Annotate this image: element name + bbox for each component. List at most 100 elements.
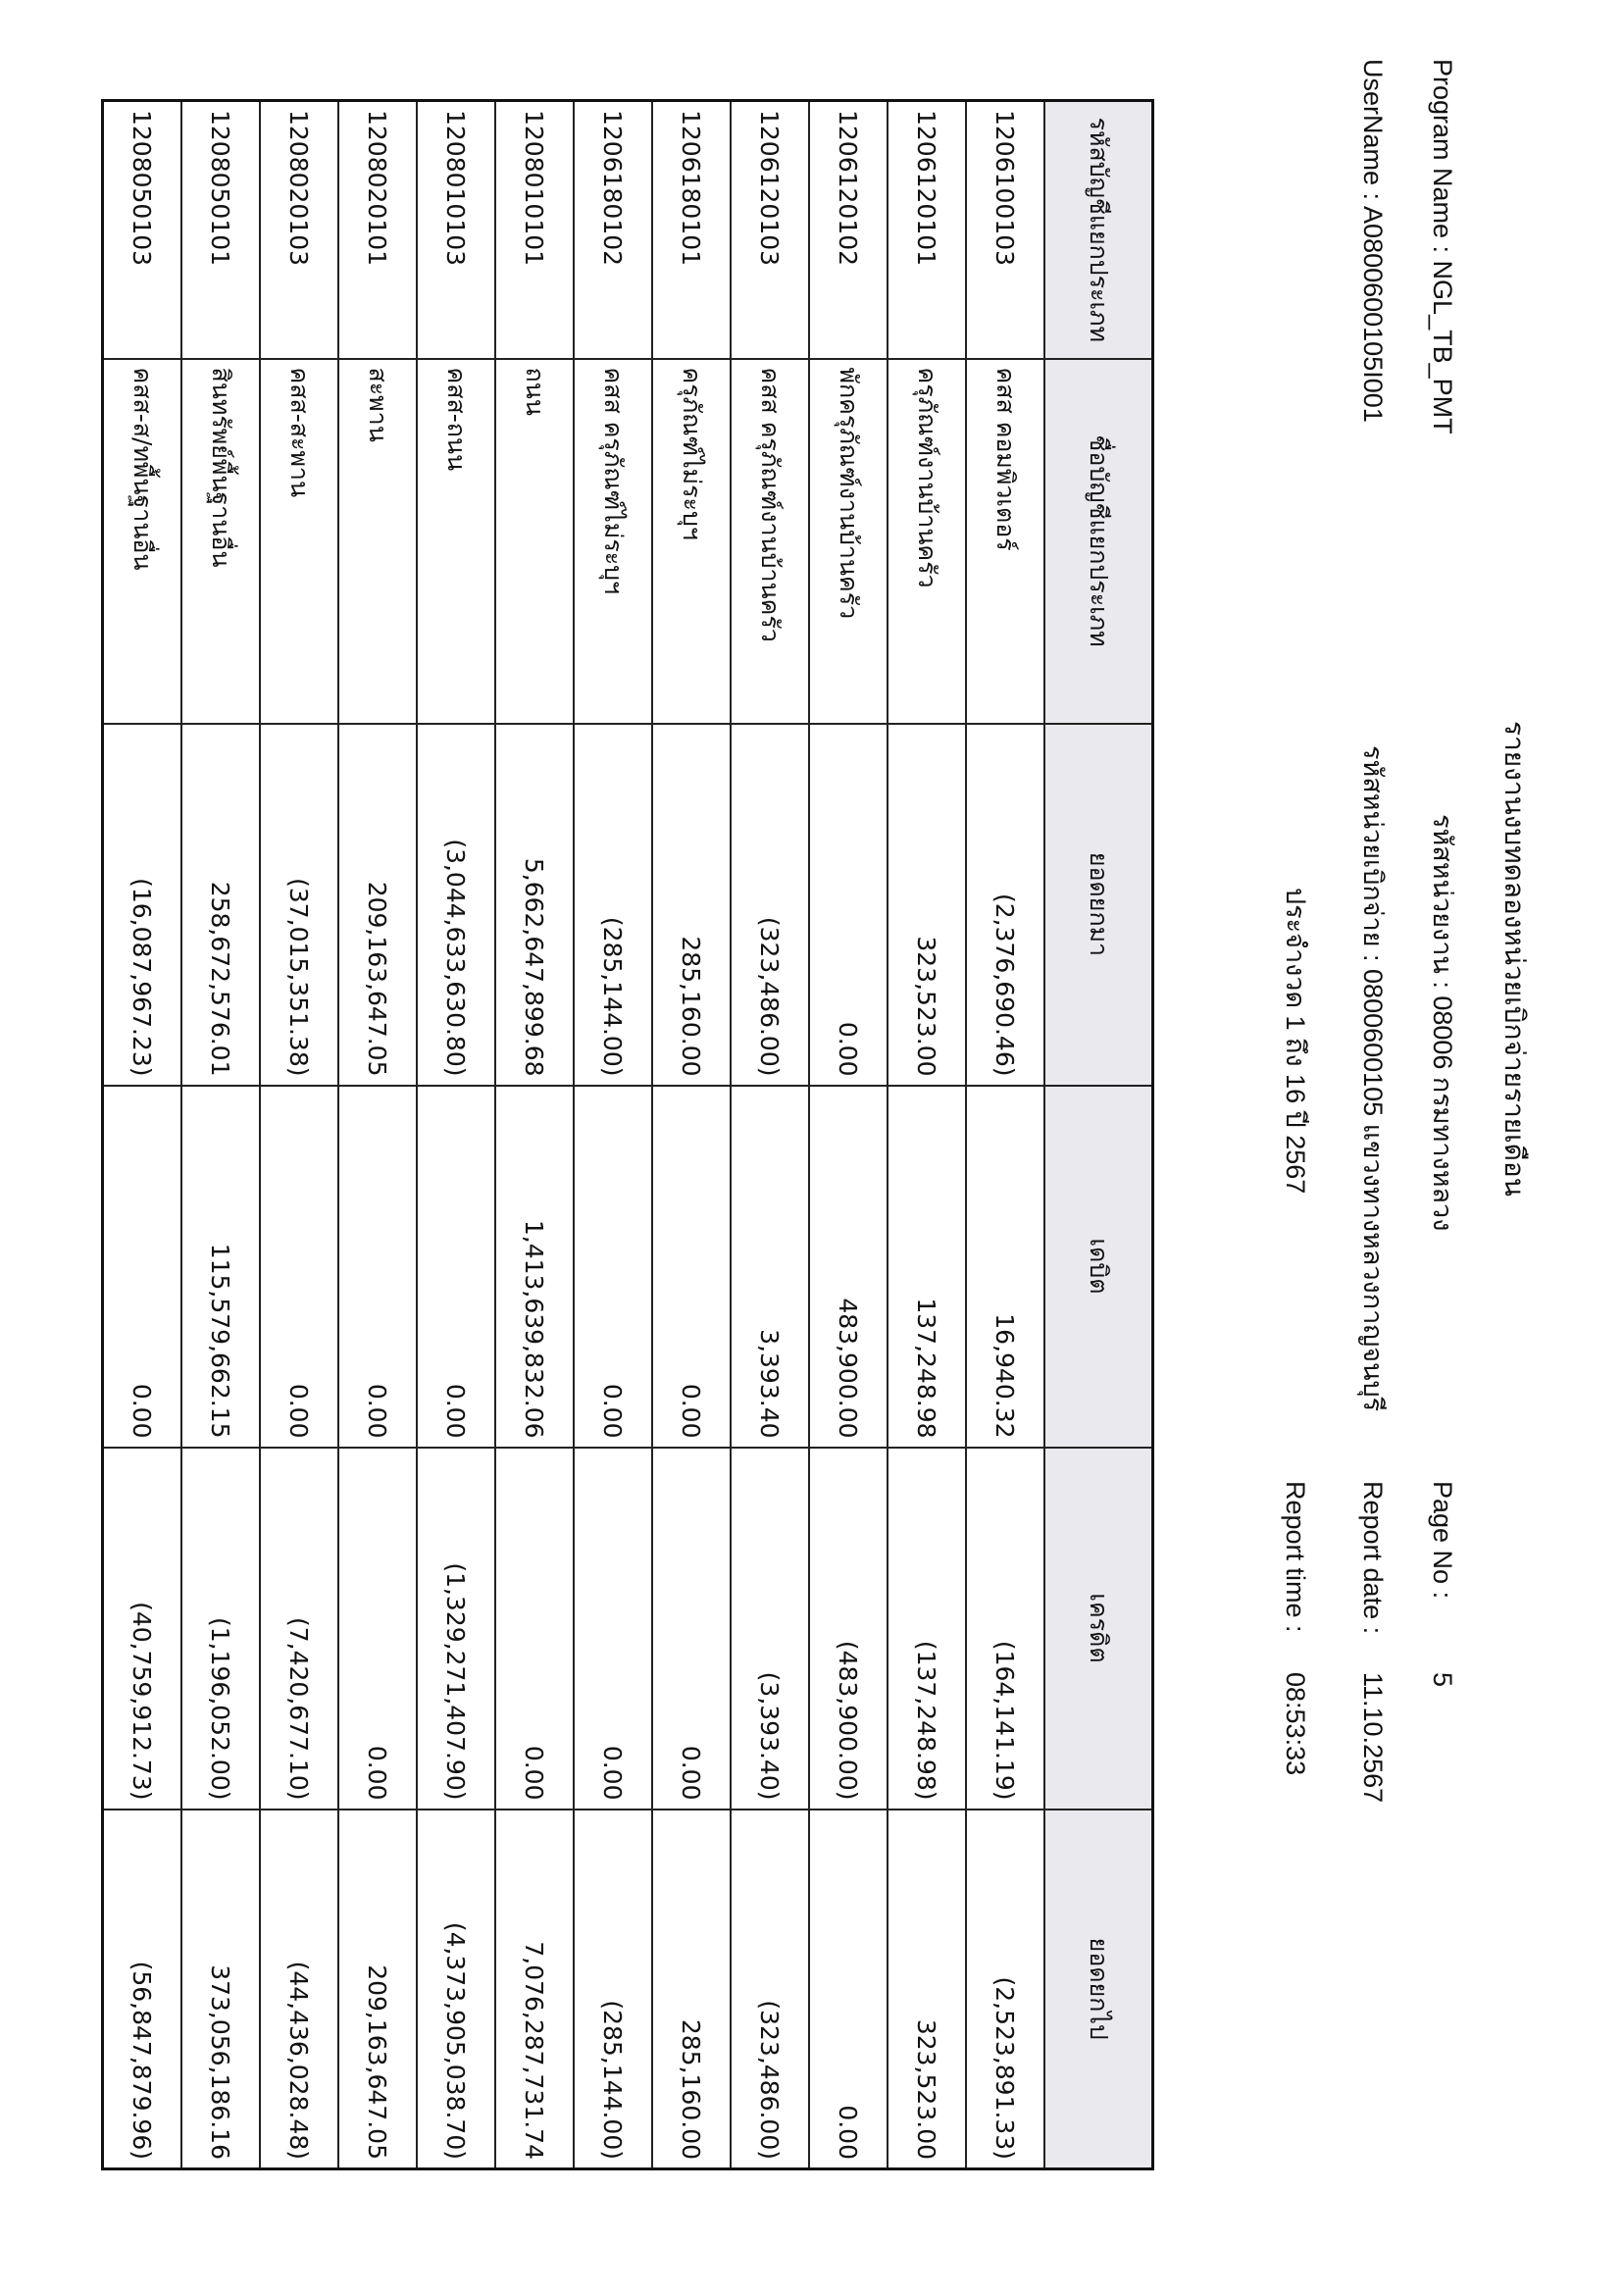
credit-cell: (164,141.19): [966, 1447, 1044, 1810]
credit-cell: 0.00: [652, 1447, 731, 1810]
credit-cell: (3,393.40): [731, 1447, 809, 1810]
account-code-cell: 1206180102: [574, 100, 652, 359]
credit-cell: (1,329,271,407.90): [417, 1447, 495, 1810]
closing-balance-cell: (285,144.00): [574, 1809, 652, 2169]
account-name-cell: สินทรัพย์พื้นฐานอื่น: [181, 358, 260, 724]
account-code-cell: 1208020101: [338, 100, 417, 359]
debit-cell: 0.00: [417, 1085, 495, 1448]
opening-balance-cell: (37,015,351.38): [260, 723, 338, 1086]
agency-code: รหัสหน่วยงาน : 08006 กรมทางหลวง: [1428, 814, 1457, 1232]
debit-cell: 0.00: [574, 1085, 652, 1448]
account-name-cell: คสส คอมพิวเตอร์: [966, 358, 1044, 724]
debit-cell: 0.00: [102, 1085, 181, 1448]
report-date: 11.10.2567: [1358, 1672, 1388, 1804]
debit-cell: 1,413,639,832.06: [495, 1085, 574, 1448]
opening-balance-cell: 209,163,647.05: [338, 723, 417, 1086]
closing-balance-cell: 0.00: [809, 1809, 888, 2169]
debit-cell: 0.00: [652, 1085, 731, 1448]
account-name-cell: ครุภัณฑ์งานบ้านครัว: [888, 358, 966, 724]
report-date-label: Report date :: [1358, 1481, 1388, 1635]
debit-cell: 0.00: [260, 1085, 338, 1448]
table-row: 1208010101 ถนน 5,662,647,899.68 1,413,639,8…: [495, 100, 574, 2169]
account-name-cell: คสส ครุภัณฑ์ไม่ระบุฯ: [574, 358, 652, 724]
opening-balance-cell: 323,523.00: [888, 723, 966, 1086]
account-code-cell: 1208010103: [417, 100, 495, 359]
table-row: 1208050101 สินทรัพย์พื้นฐานอื่น 258,672,57…: [181, 100, 260, 2169]
opening-balance-cell: 258,672,576.01: [181, 723, 260, 1086]
debit-cell: 137,248.98: [888, 1085, 966, 1448]
report-title: รายงานงบทดลองหน่วยเบิกจ่ายรายเดือน: [1499, 721, 1530, 1197]
credit-cell: (1,196,052.00): [181, 1447, 260, 1810]
credit-cell: (7,420,677.10): [260, 1447, 338, 1810]
table-row: 1206120102 พักครุภัณฑ์งานบ้านครัว 0.00 483,…: [809, 100, 888, 2169]
debit-cell: 115,579,662.15: [181, 1085, 260, 1448]
account-name-cell: คสส ครุภัณฑ์งานบ้านครัว: [731, 358, 809, 724]
account-name-cell: ครุภัณฑ์ไม่ระบุฯ: [652, 358, 731, 724]
account-name-cell: คสส-สะพาน: [260, 358, 338, 724]
debit-cell: 0.00: [338, 1085, 417, 1448]
column-header-account-code: รหัสบัญชีแยกประเภท: [1044, 100, 1153, 359]
closing-balance-cell: (4,373,905,038.70): [417, 1809, 495, 2169]
closing-balance-cell: 7,076,287,731.74: [495, 1809, 574, 2169]
credit-cell: 0.00: [574, 1447, 652, 1810]
closing-balance-cell: (2,523,891.33): [966, 1809, 1044, 2169]
closing-balance-cell: 323,523.00: [888, 1809, 966, 2169]
table-row: 1208020101 สะพาน 209,163,647.05 0.00 0.00 209…: [338, 100, 417, 2169]
account-code-cell: 1206180101: [652, 100, 731, 359]
table-row: 1208010103 คสส-ถนน (3,044,633,630.80) 0.00(…: [417, 100, 495, 2169]
closing-balance-cell: 209,163,647.05: [338, 1809, 417, 2169]
opening-balance-cell: 285,160.00: [652, 723, 731, 1086]
closing-balance-cell: (56,847,879.96): [102, 1809, 181, 2169]
closing-balance-cell: 373,056,186.16: [181, 1809, 260, 2169]
debit-cell: 483,900.00: [809, 1085, 888, 1448]
account-code-cell: 1208050101: [181, 100, 260, 359]
column-header-account-name: ชื่อบัญชีแยกประเภท: [1044, 358, 1153, 724]
opening-balance-cell: 0.00: [809, 723, 888, 1086]
table-row: 1206180102 คสส ครุภัณฑ์ไม่ระบุฯ (285,144.0…: [574, 100, 652, 2169]
account-code-cell: 1208010101: [495, 100, 574, 359]
credit-cell: (137,248.98): [888, 1447, 966, 1810]
trial-balance-table: รหัสบัญชีแยกประเภท ชื่อบัญชีแยกประเภท ยอดย…: [101, 99, 1154, 2170]
account-name-cell: สะพาน: [338, 358, 417, 724]
credit-cell: (483,900.00): [809, 1447, 888, 1810]
account-code-cell: 1206120101: [888, 100, 966, 359]
opening-balance-cell: (3,044,633,630.80): [417, 723, 495, 1086]
account-code-cell: 1208020103: [260, 100, 338, 359]
username: UserName : A0800600105I001: [1358, 59, 1388, 423]
table-row: 1206180101 ครุภัณฑ์ไม่ระบุฯ 285,160.00 0.00…: [652, 100, 731, 2169]
account-code-cell: 1208050103: [102, 100, 181, 359]
report-time-label: Report time :: [1281, 1481, 1310, 1633]
opening-balance-cell: 5,662,647,899.68: [495, 723, 574, 1086]
disbursement-unit: รหัสหน่วยเบิกจ่าย : 0800600105 แขวงทางหล…: [1358, 745, 1388, 1412]
account-name-cell: พักครุภัณฑ์งานบ้านครัว: [809, 358, 888, 724]
closing-balance-cell: (44,436,028.48): [260, 1809, 338, 2169]
opening-balance-cell: (285,144.00): [574, 723, 652, 1086]
table-row: 1206100103 คสส คอมพิวเตอร์ (2,376,690.46) 1…: [966, 100, 1044, 2169]
report-time: 08:53:33: [1281, 1672, 1310, 1776]
opening-balance-cell: (2,376,690.46): [966, 723, 1044, 1086]
program-name: Program Name : NGL_TB_PMT: [1428, 59, 1457, 434]
account-code-cell: 1206100103: [966, 100, 1044, 359]
account-name-cell: ถนน: [495, 358, 574, 724]
column-header-credit: เครดิต: [1044, 1447, 1153, 1810]
column-header-opening-balance: ยอดยกมา: [1044, 723, 1153, 1086]
closing-balance-cell: (323,486.00): [731, 1809, 809, 2169]
page-no: 5: [1428, 1672, 1457, 1688]
table-header-row: รหัสบัญชีแยกประเภท ชื่อบัญชีแยกประเภท ยอดย…: [1044, 100, 1153, 2169]
table-row: 1206120101 ครุภัณฑ์งานบ้านครัว 323,523.00 1…: [888, 100, 966, 2169]
table-row: 1208050103 คสส-ส/ทพื้นฐานอื่น (16,087,967.…: [102, 100, 181, 2169]
column-header-closing-balance: ยอดยกไป: [1044, 1809, 1153, 2169]
account-code-cell: 1206120103: [731, 100, 809, 359]
debit-cell: 16,940.32: [966, 1085, 1044, 1448]
account-name-cell: คสส-ส/ทพื้นฐานอื่น: [102, 358, 181, 724]
opening-balance-cell: (16,087,967.23): [102, 723, 181, 1086]
table-row: 1208020103 คสส-สะพาน (37,015,351.38) 0.00 (7…: [260, 100, 338, 2169]
opening-balance-cell: (323,486.00): [731, 723, 809, 1086]
page-no-label: Page No :: [1428, 1481, 1457, 1600]
credit-cell: (40,759,912.73): [102, 1447, 181, 1810]
credit-cell: 0.00: [495, 1447, 574, 1810]
column-header-debit: เดบิต: [1044, 1085, 1153, 1448]
table-row: 1206120103 คสส ครุภัณฑ์งานบ้านครัว (323,48…: [731, 100, 809, 2169]
account-name-cell: คสส-ถนน: [417, 358, 495, 724]
